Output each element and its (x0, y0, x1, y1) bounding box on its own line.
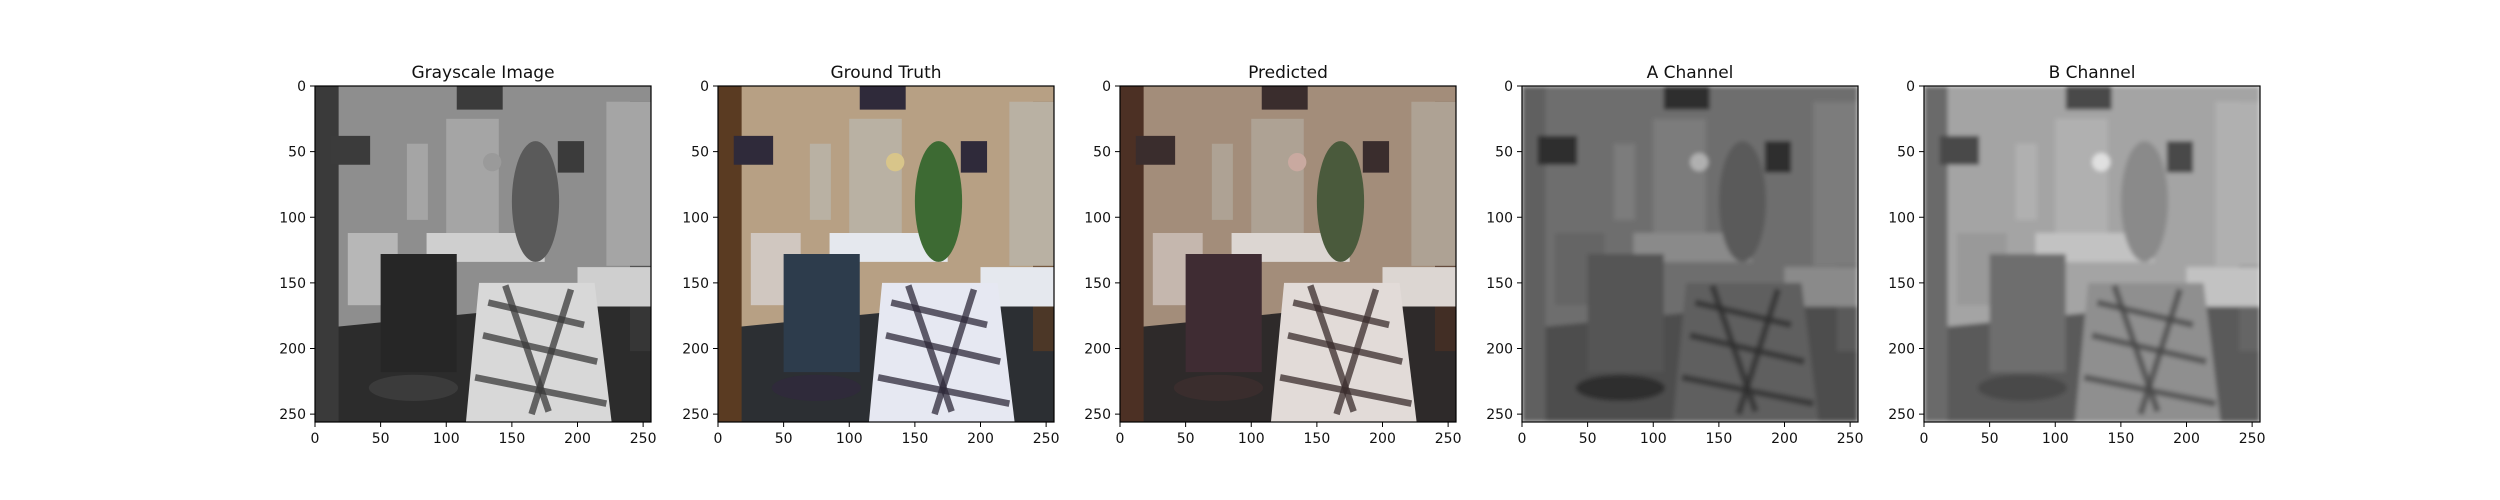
y-tick-label: 150 (1084, 276, 1111, 292)
axes-frame (717, 85, 1055, 423)
x-tick-label: 0 (1116, 431, 1125, 447)
x-tick-label: 200 (1771, 431, 1798, 447)
y-tick-label: 50 (691, 145, 709, 161)
y-tick-label: 0 (1906, 79, 1915, 95)
x-tick-label: 150 (499, 431, 526, 447)
x-tick-label: 50 (372, 431, 390, 447)
y-tick-label: 150 (1888, 276, 1915, 292)
y-tick-label: 0 (297, 79, 306, 95)
y-tick-label: 250 (1084, 407, 1111, 423)
x-tick-label: 150 (902, 431, 929, 447)
x-tick-label: 0 (311, 431, 320, 447)
y-tick-label: 100 (1888, 210, 1915, 226)
y-tick-label: 0 (1504, 79, 1513, 95)
y-tick-label: 250 (279, 407, 306, 423)
x-tick-label: 0 (714, 431, 723, 447)
subplots: Grayscale Image 0 50 100 150 200 250 0 50 100 150 2… (279, 63, 2265, 447)
y-tick-label: 150 (682, 276, 709, 292)
x-tick-label: 50 (1579, 431, 1597, 447)
x-tick-label: 200 (2173, 431, 2200, 447)
x-tick-label: 100 (1238, 431, 1265, 447)
axes-frame (1119, 85, 1457, 423)
y-tick-label: 50 (1093, 145, 1111, 161)
x-tick-label: 150 (2108, 431, 2135, 447)
y-tick-label: 150 (279, 276, 306, 292)
subplot-title: B Channel (2049, 63, 2136, 83)
x-tick-label: 200 (967, 431, 994, 447)
x-tick-label: 50 (775, 431, 793, 447)
axes-frame (1923, 85, 2261, 423)
axes-frame (314, 85, 652, 423)
image-area (1522, 86, 1858, 422)
x-tick-label: 200 (564, 431, 591, 447)
image-area (718, 86, 1054, 422)
x-tick-label: 250 (2239, 431, 2266, 447)
y-tick-label: 150 (1486, 276, 1513, 292)
subplot-1: Grayscale Image 0 50 100 150 200 250 0 50 100 150 2… (279, 63, 656, 447)
x-tick-label: 100 (836, 431, 863, 447)
subplot-title: Grayscale Image (411, 63, 554, 83)
x-tick-label: 0 (1518, 431, 1527, 447)
subplot-title: A Channel (1647, 63, 1734, 83)
y-tick-label: 250 (1486, 407, 1513, 423)
y-tick-label: 200 (682, 342, 709, 358)
subplot-title: Ground Truth (830, 63, 941, 83)
y-tick-label: 200 (1486, 342, 1513, 358)
x-tick-label: 150 (1304, 431, 1331, 447)
image-area (1924, 86, 2260, 422)
x-tick-label: 250 (630, 431, 657, 447)
x-tick-label: 200 (1369, 431, 1396, 447)
subplot-4: A Channel 0 50 100 150 200 250 0 50 100 150 200 250 (1486, 63, 1863, 447)
subplot-5: B Channel 0 50 100 150 200 250 0 50 100 150 200 250 (1888, 63, 2265, 447)
y-tick-label: 100 (1486, 210, 1513, 226)
y-tick-label: 250 (1888, 407, 1915, 423)
y-tick-label: 200 (1084, 342, 1111, 358)
y-tick-label: 100 (279, 210, 306, 226)
subplot-2: Ground Truth 0 50 100 150 200 250 0 50 100 150 200 2… (682, 63, 1059, 447)
x-tick-label: 100 (433, 431, 460, 447)
y-tick-label: 100 (682, 210, 709, 226)
x-tick-label: 150 (1706, 431, 1733, 447)
x-tick-label: 250 (1837, 431, 1864, 447)
x-tick-label: 100 (1640, 431, 1667, 447)
subplot-3: Predicted 0 50 100 150 200 250 0 50 100 150 200 250 (1084, 63, 1461, 447)
y-tick-label: 50 (1495, 145, 1513, 161)
y-tick-label: 0 (1102, 79, 1111, 95)
y-tick-label: 50 (288, 145, 306, 161)
y-tick-label: 200 (1888, 342, 1915, 358)
y-tick-label: 100 (1084, 210, 1111, 226)
subplot-title: Predicted (1248, 63, 1328, 83)
x-tick-label: 50 (1981, 431, 1999, 447)
x-tick-label: 100 (2042, 431, 2069, 447)
y-tick-label: 0 (700, 79, 709, 95)
axes-frame (1521, 85, 1859, 423)
x-tick-label: 0 (1920, 431, 1929, 447)
image-area (1120, 86, 1456, 422)
y-tick-label: 50 (1897, 145, 1915, 161)
image-area (315, 86, 651, 422)
x-tick-label: 250 (1435, 431, 1462, 447)
y-tick-label: 200 (279, 342, 306, 358)
x-tick-label: 250 (1033, 431, 1060, 447)
y-tick-label: 250 (682, 407, 709, 423)
x-tick-label: 50 (1177, 431, 1195, 447)
